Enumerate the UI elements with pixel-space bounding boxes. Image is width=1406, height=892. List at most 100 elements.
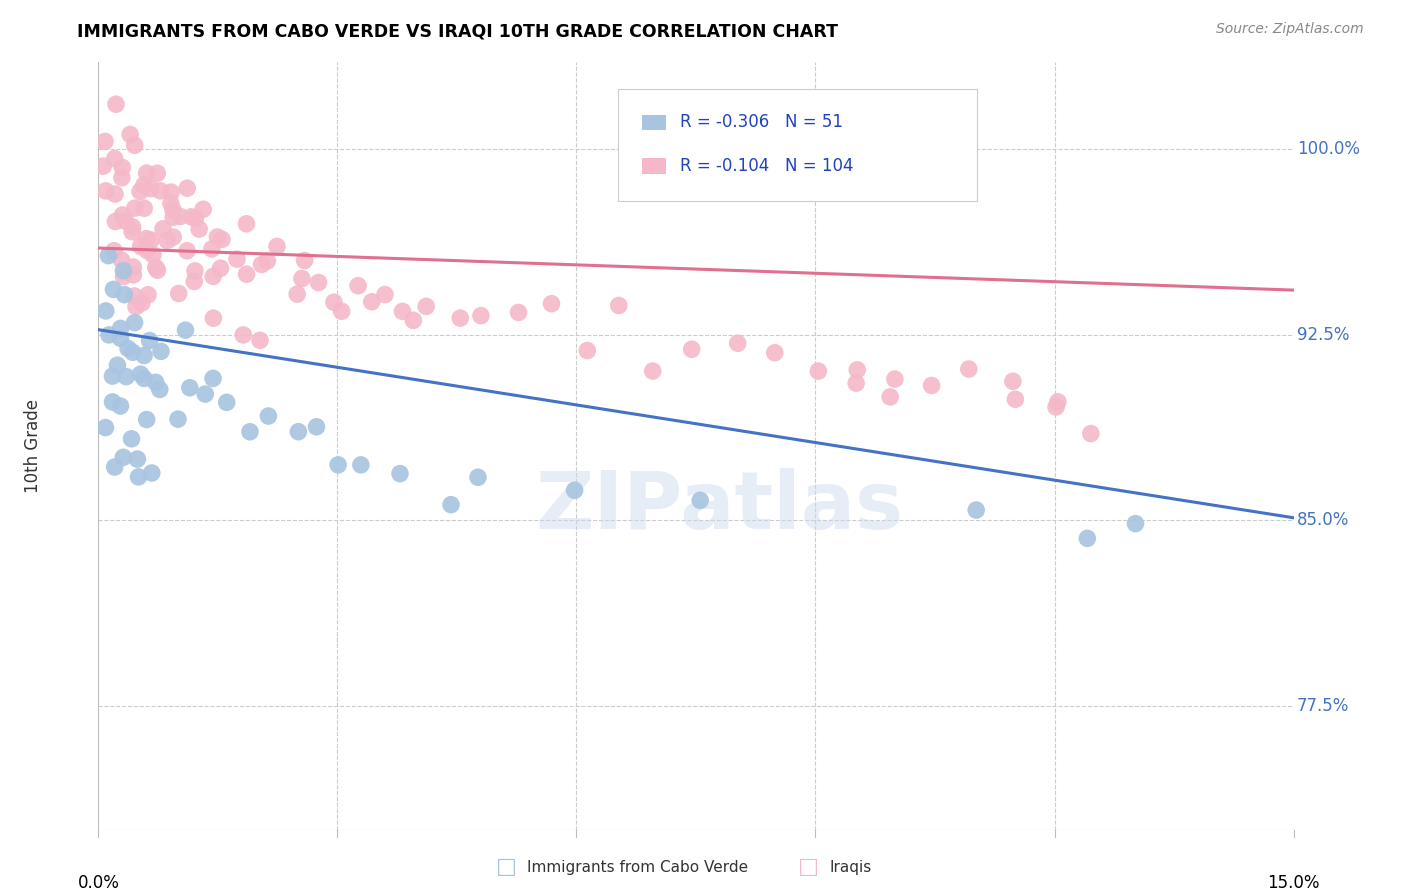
- Point: [132, 371, 155, 385]
- Point: [135, 412, 157, 426]
- Point: [142, 248, 165, 262]
- Point: [235, 267, 257, 281]
- Point: [111, 161, 134, 175]
- Point: [209, 261, 232, 276]
- Point: [98, 327, 121, 342]
- Point: [415, 299, 437, 313]
- Point: [883, 372, 905, 386]
- Point: [111, 170, 134, 185]
- Point: [167, 286, 190, 301]
- Point: [194, 387, 217, 401]
- Text: Iraqis: Iraqis: [830, 860, 872, 874]
- Point: [846, 363, 869, 377]
- Point: [138, 334, 160, 348]
- Point: [112, 269, 135, 284]
- Point: [121, 432, 143, 446]
- Point: [564, 483, 586, 498]
- Point: [287, 425, 309, 439]
- Point: [180, 210, 202, 224]
- Point: [111, 208, 134, 222]
- Point: [202, 371, 225, 385]
- Point: [152, 221, 174, 235]
- Point: [110, 321, 132, 335]
- Text: R = -0.104   N = 104: R = -0.104 N = 104: [681, 157, 853, 175]
- Point: [184, 211, 207, 226]
- Point: [121, 345, 143, 359]
- Point: [156, 234, 179, 248]
- Text: 77.5%: 77.5%: [1298, 697, 1350, 714]
- Point: [202, 311, 225, 326]
- Point: [121, 219, 143, 234]
- Point: [139, 181, 162, 195]
- Point: [139, 233, 162, 247]
- Point: [162, 230, 184, 244]
- Point: [129, 185, 152, 199]
- Point: [160, 196, 183, 211]
- Point: [124, 289, 146, 303]
- Point: [110, 253, 132, 268]
- Point: [104, 152, 127, 166]
- Point: [131, 296, 153, 310]
- Point: [921, 378, 943, 392]
- Point: [467, 470, 489, 484]
- Point: [191, 202, 214, 217]
- Point: [160, 185, 183, 199]
- Point: [132, 349, 155, 363]
- Point: [91, 159, 114, 173]
- Point: [235, 217, 257, 231]
- Point: [107, 358, 129, 372]
- Point: [132, 178, 155, 193]
- Point: [201, 242, 224, 256]
- Point: [94, 420, 117, 434]
- Point: [124, 138, 146, 153]
- Point: [122, 260, 145, 274]
- Point: [174, 323, 197, 337]
- Point: [449, 311, 471, 326]
- Text: □: □: [496, 857, 516, 877]
- Point: [150, 344, 173, 359]
- Point: [957, 362, 980, 376]
- Point: [103, 282, 125, 296]
- Point: [146, 166, 169, 180]
- Point: [136, 287, 159, 301]
- Point: [202, 269, 225, 284]
- Text: 100.0%: 100.0%: [1298, 140, 1360, 158]
- Point: [104, 214, 127, 228]
- Point: [689, 493, 711, 508]
- Point: [112, 450, 135, 465]
- Point: [1001, 374, 1024, 388]
- Point: [110, 331, 132, 345]
- Point: [763, 345, 786, 359]
- Text: 15.0%: 15.0%: [1267, 874, 1320, 892]
- Point: [129, 367, 152, 381]
- Point: [226, 252, 249, 267]
- Point: [184, 264, 207, 278]
- Point: [727, 336, 749, 351]
- Point: [641, 364, 664, 378]
- Point: [291, 271, 314, 285]
- Point: [965, 503, 987, 517]
- Point: [374, 287, 396, 301]
- Point: [104, 97, 127, 112]
- FancyBboxPatch shape: [643, 114, 666, 130]
- Point: [188, 222, 211, 236]
- Point: [124, 201, 146, 215]
- Point: [250, 257, 273, 271]
- Point: [388, 467, 411, 481]
- Point: [350, 458, 373, 472]
- Text: 92.5%: 92.5%: [1298, 326, 1350, 343]
- Point: [470, 309, 492, 323]
- Point: [149, 383, 172, 397]
- Point: [239, 425, 262, 439]
- Point: [576, 343, 599, 358]
- Point: [97, 249, 120, 263]
- Point: [183, 275, 205, 289]
- Point: [402, 313, 425, 327]
- Point: [294, 253, 316, 268]
- Text: 0.0%: 0.0%: [77, 874, 120, 892]
- Point: [101, 369, 124, 384]
- Point: [1076, 532, 1098, 546]
- Point: [141, 466, 163, 480]
- Text: Immigrants from Cabo Verde: Immigrants from Cabo Verde: [527, 860, 748, 874]
- Point: [129, 239, 152, 253]
